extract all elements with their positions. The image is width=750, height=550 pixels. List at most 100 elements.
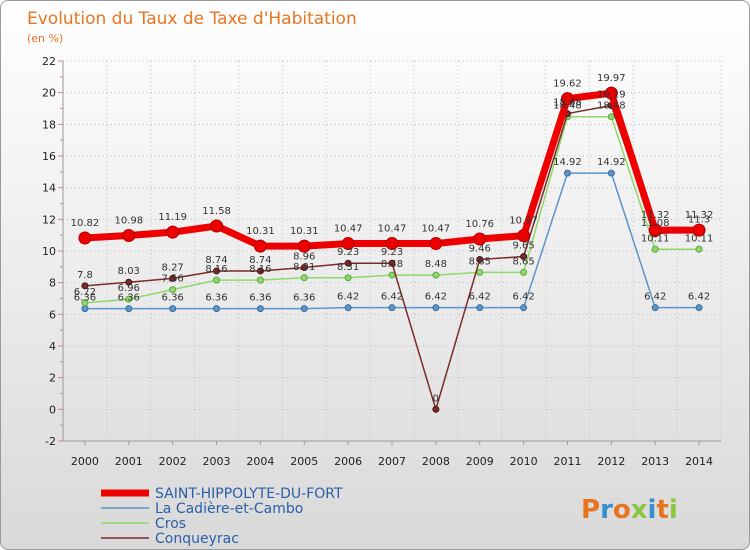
data-label: 8.65 <box>512 256 534 267</box>
data-point <box>300 274 308 282</box>
data-point <box>166 225 180 239</box>
x-tick-label: 2013 <box>641 455 669 468</box>
y-tick-label: 4 <box>49 340 56 353</box>
data-point <box>607 113 615 121</box>
data-label: 8.96 <box>293 251 315 262</box>
legend-label-1: La Cadière-et-Cambo <box>155 501 303 517</box>
x-tick-label: 2002 <box>159 455 187 468</box>
x-tick-label: 2001 <box>115 455 143 468</box>
data-point <box>520 304 528 312</box>
data-label: 6.42 <box>381 292 403 303</box>
data-point <box>651 245 659 253</box>
data-point <box>476 268 484 276</box>
data-label: 8.16 <box>205 264 227 275</box>
y-tick-label: 22 <box>42 55 56 68</box>
data-point <box>210 219 224 233</box>
data-label: 8.48 <box>425 259 447 270</box>
x-tick-label: 2006 <box>334 455 362 468</box>
y-tick-label: 0 <box>49 403 56 416</box>
data-point <box>125 295 133 303</box>
chart-title: Evolution du Taux de Taxe d'Habitation <box>27 9 357 29</box>
data-label: 6.42 <box>469 292 491 303</box>
data-label: 9.65 <box>512 241 534 252</box>
data-point <box>563 169 571 177</box>
proxiti-logo: Proxiti <box>581 495 678 525</box>
data-point <box>432 271 440 279</box>
data-point <box>169 305 177 313</box>
data-label: 8.74 <box>205 255 227 266</box>
data-label: 7.8 <box>77 270 93 281</box>
x-tick-label: 2003 <box>203 455 231 468</box>
data-point <box>256 305 264 313</box>
data-label: 8.27 <box>162 262 184 273</box>
data-labels: 10.82 10.98 11.19 11.58 10.31 10.31 10.47 10.47… <box>71 73 714 404</box>
data-point <box>344 304 352 312</box>
data-point <box>648 223 662 237</box>
data-point <box>125 305 133 313</box>
data-point <box>256 276 264 284</box>
data-label: 18.68 <box>553 98 582 109</box>
data-label: 11.32 <box>685 210 714 221</box>
data-point <box>432 405 440 413</box>
data-label: 10.31 <box>246 226 275 237</box>
data-label: 10.11 <box>641 233 670 244</box>
data-point <box>432 304 440 312</box>
y-tick-label: 8 <box>49 277 56 290</box>
data-label: 6.72 <box>74 287 96 298</box>
data-point <box>300 305 308 313</box>
data-point <box>256 267 264 275</box>
data-point <box>81 282 89 290</box>
data-point <box>473 232 487 246</box>
data-label: 8.03 <box>118 266 140 277</box>
data-label: 19.19 <box>597 89 626 100</box>
data-label: 6.36 <box>74 293 96 304</box>
data-label: 8.16 <box>249 264 271 275</box>
data-point <box>517 229 531 243</box>
data-label: 11.08 <box>641 218 670 229</box>
x-tick-label: 2011 <box>553 455 581 468</box>
data-point <box>604 86 618 100</box>
legend-label-0: SAINT-HIPPOLYTE-DU-FORT <box>155 486 343 502</box>
y-tick-label: 18 <box>42 118 56 131</box>
data-label: 19.62 <box>553 79 582 90</box>
data-point <box>213 267 221 275</box>
data-point <box>476 256 484 264</box>
data-label: 8.31 <box>293 262 315 273</box>
data-label: 6.36 <box>162 293 184 304</box>
data-label: 6.36 <box>249 293 271 304</box>
data-label: 10.47 <box>378 224 407 235</box>
data-label: 6.36 <box>205 293 227 304</box>
data-point <box>213 276 221 284</box>
data-label: 18.48 <box>597 101 626 112</box>
data-point <box>520 253 528 261</box>
y-tick-label: 10 <box>42 245 56 258</box>
data-point <box>344 274 352 282</box>
data-label: 7.56 <box>162 274 184 285</box>
data-point <box>388 271 396 279</box>
x-tick-label: 2008 <box>422 455 450 468</box>
data-label: 6.42 <box>688 292 710 303</box>
data-point <box>651 304 659 312</box>
x-tick-label: 2012 <box>597 455 625 468</box>
data-label: 6.42 <box>644 292 666 303</box>
x-tick-label: 2007 <box>378 455 406 468</box>
x-tick-label: 2004 <box>246 455 274 468</box>
x-tick-label: 2009 <box>466 455 494 468</box>
data-label: 18.48 <box>553 101 582 112</box>
data-label: 6.42 <box>512 292 534 303</box>
data-point <box>78 231 92 245</box>
y-tick-label: 6 <box>49 308 56 321</box>
data-label: 10.97 <box>509 216 538 227</box>
data-label: 8.48 <box>381 259 403 270</box>
data-label: 11.3 <box>688 214 710 225</box>
data-label: 14.92 <box>597 157 626 168</box>
axes: -2 0 2 4 6 8 10 12 14 16 18 20 22 2000 2001 2002 2003 200… <box>42 55 722 468</box>
data-label: 6.42 <box>337 292 359 303</box>
y-tick-label: 14 <box>42 182 56 195</box>
data-point <box>81 299 89 307</box>
data-point <box>695 304 703 312</box>
data-label: 9.46 <box>469 244 491 255</box>
data-label: 14.92 <box>553 157 582 168</box>
